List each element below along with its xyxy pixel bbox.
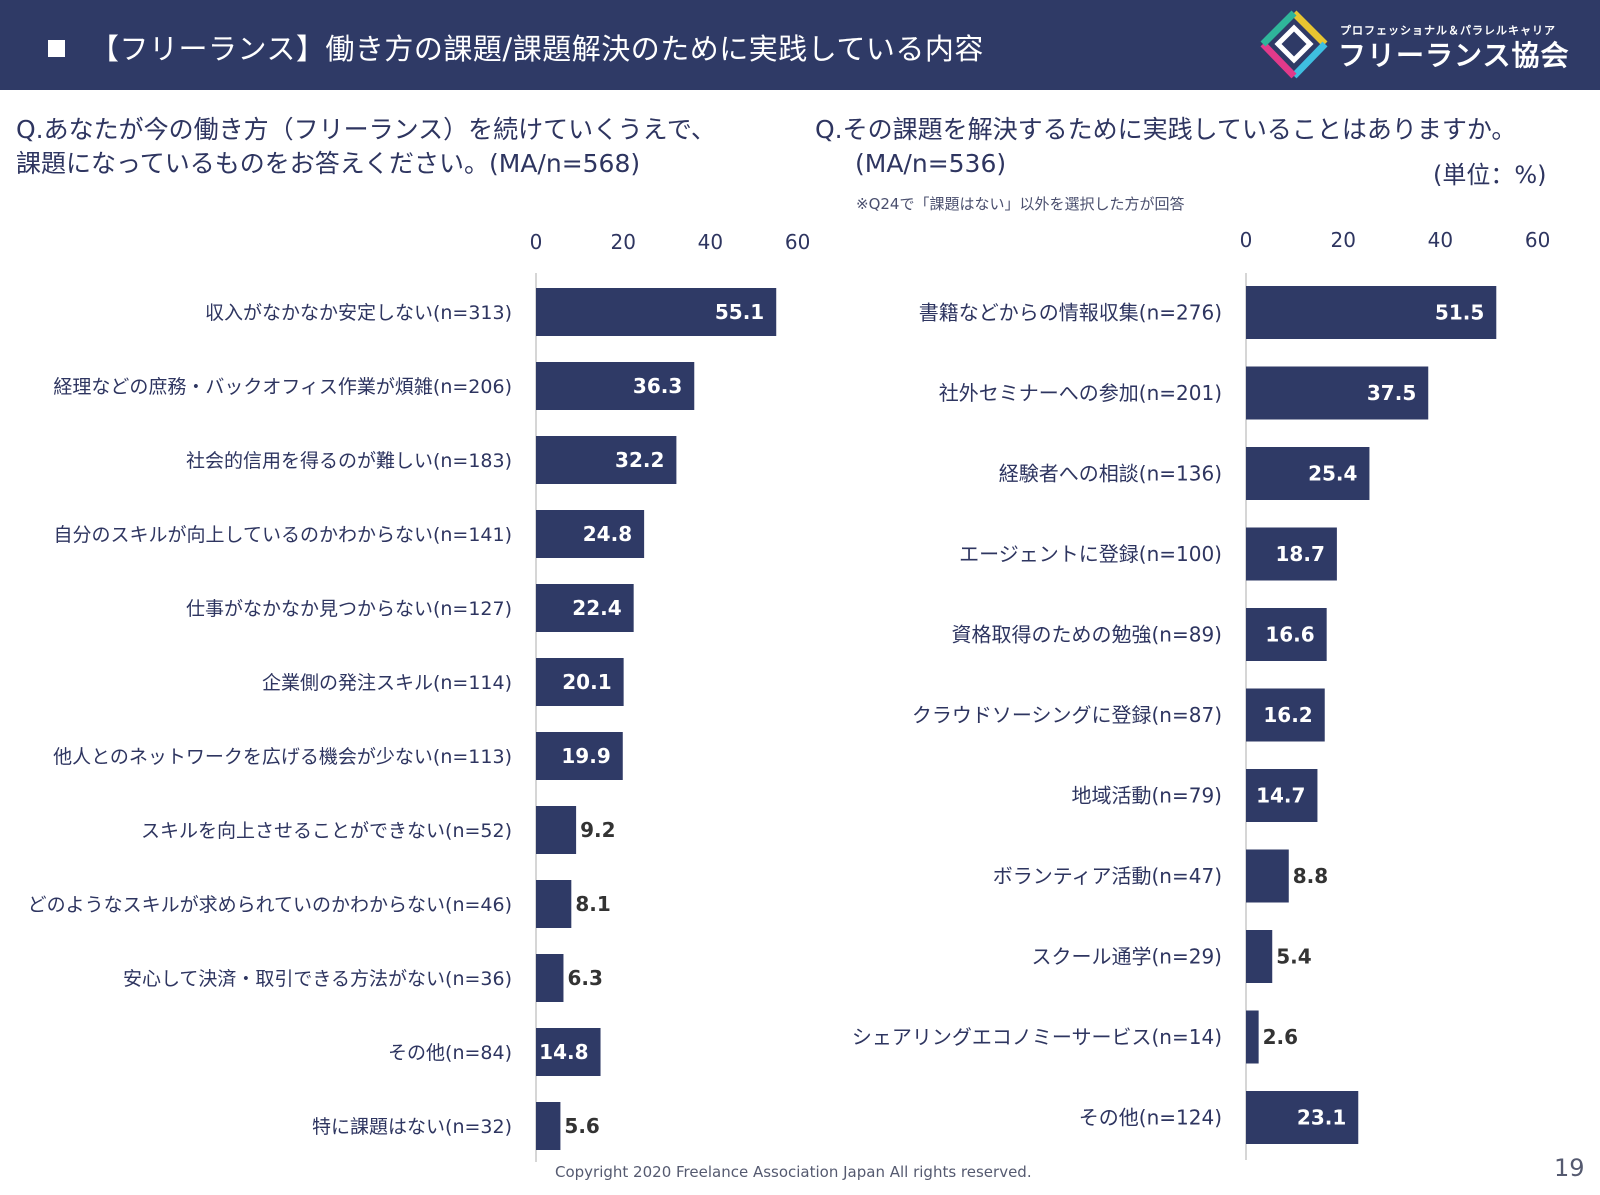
left-chart-bar — [536, 658, 624, 706]
right-question: Q.その課題を解決するために実践していることはありますか。 (MA/n=536) — [815, 113, 1516, 181]
left-chart-tick-label: 0 — [530, 230, 543, 254]
header-bar: 【フリーランス】働き方の課題/課題解決のために実践している内容 プロフェッショナ… — [0, 0, 1600, 90]
left-chart-tick-label: 20 — [610, 230, 635, 254]
left-chart-category-label: 他人とのネットワークを広げる機会が少ない(n=113) — [53, 746, 512, 768]
left-chart-tick-label: 60 — [785, 230, 810, 254]
right-chart-bar — [1246, 1010, 1259, 1064]
right-chart-tick-label: 20 — [1330, 228, 1355, 252]
left-chart-category-label: 企業側の発注スキル(n=114) — [262, 672, 512, 694]
left-chart-category-label: その他(n=84) — [388, 1042, 512, 1064]
right-chart-value-label: 8.8 — [1293, 864, 1328, 888]
left-chart-tick-label: 40 — [698, 230, 723, 254]
header-bullet-square — [48, 40, 65, 57]
right-question-line2: (MA/n=536) — [855, 149, 1007, 178]
right-chart-value-label: 14.7 — [1256, 784, 1305, 808]
right-chart-bar — [1246, 366, 1429, 420]
left-chart-value-label: 36.3 — [633, 374, 682, 398]
left-chart-bar — [536, 584, 634, 632]
left-chart-value-label: 32.2 — [615, 448, 664, 472]
left-chart-value-label: 24.8 — [583, 522, 632, 546]
right-chart-value-label: 16.2 — [1263, 703, 1312, 727]
right-chart-category-label: 資格取得のための勉強(n=89) — [952, 623, 1223, 647]
right-chart-value-label: 2.6 — [1263, 1025, 1298, 1049]
right-chart-category-label: 経験者への相談(n=136) — [999, 462, 1222, 486]
left-chart-value-label: 6.3 — [567, 966, 602, 990]
left-chart-bar — [536, 732, 623, 780]
left-chart-category-label: 経理などの庶務・バックオフィス作業が煩雑(n=206) — [53, 376, 512, 398]
right-chart-bar — [1246, 1091, 1359, 1144]
left-chart-value-label: 22.4 — [572, 596, 621, 620]
right-chart-value-label: 18.7 — [1276, 542, 1325, 566]
right-chart-tick-label: 40 — [1428, 228, 1453, 252]
left-question-line1: Q.あなたが今の働き方（フリーランス）を続けていくうえで、 — [16, 115, 716, 144]
right-chart-value-label: 23.1 — [1297, 1106, 1346, 1130]
left-chart-category-label: スキルを向上させることができない(n=52) — [141, 820, 512, 842]
right-chart-category-label: ボランティア活動(n=47) — [993, 864, 1222, 888]
left-chart-category-label: 社会的信用を得るのが難しい(n=183) — [186, 450, 512, 472]
right-chart-tick-label: 60 — [1525, 228, 1550, 252]
left-chart-value-label: 8.1 — [575, 892, 610, 916]
unit-label: (単位：%) — [1433, 161, 1547, 189]
left-chart-bar — [536, 1028, 601, 1076]
left-chart-category-label: 特に課題はない(n=32) — [312, 1116, 512, 1138]
left-chart-bar — [536, 806, 577, 854]
right-chart-category-label: シェアリングエコノミーサービス(n=14) — [852, 1025, 1222, 1049]
page-number: 19 — [1554, 1154, 1585, 1182]
logo-subtitle: プロフェッショナル＆パラレルキャリア — [1340, 24, 1556, 37]
right-chart-value-label: 16.6 — [1265, 623, 1314, 647]
right-chart-category-label: エージェントに登録(n=100) — [959, 542, 1222, 566]
page-title: 【フリーランス】働き方の課題/課題解決のために実践している内容 — [90, 32, 984, 66]
left-chart-value-label: 9.2 — [580, 818, 615, 842]
left-question-line2: 課題になっているものをお答えください。(MA/n=568) — [16, 149, 641, 178]
left-chart-value-label: 14.8 — [539, 1040, 588, 1064]
right-chart-bar — [1246, 447, 1370, 500]
left-chart-bar — [536, 880, 572, 928]
left-question: Q.あなたが今の働き方（フリーランス）を続けていくうえで、 課題になっているもの… — [16, 113, 716, 181]
right-chart-tick-label: 0 — [1240, 228, 1253, 252]
right-chart-category-label: 地域活動(n=79) — [1072, 784, 1223, 808]
left-chart-bar — [536, 288, 777, 336]
logo-wordmark: フリーランス協会 — [1338, 39, 1570, 72]
right-chart-value-label: 5.4 — [1276, 945, 1311, 969]
left-chart-category-label: 自分のスキルが向上しているのかわからない(n=141) — [54, 524, 512, 546]
left-chart-bar — [536, 362, 695, 410]
left-chart-value-label: 5.6 — [564, 1114, 599, 1138]
left-chart-bar — [536, 436, 677, 484]
left-chart-bar — [536, 510, 645, 558]
right-chart-bar — [1246, 849, 1289, 903]
right-chart-value-label: 25.4 — [1308, 462, 1357, 486]
left-chart-category-label: 仕事がなかなか見つからない(n=127) — [186, 598, 512, 620]
left-chart-category-label: 安心して決済・取引できる方法がない(n=36) — [123, 968, 512, 990]
right-chart-bar — [1246, 286, 1497, 339]
left-chart-category-label: 収入がなかなか安定しない(n=313) — [205, 302, 512, 324]
copyright-text: Copyright 2020 Freelance Association Jap… — [555, 1163, 1032, 1181]
right-chart-category-label: スクール通学(n=29) — [1032, 945, 1223, 969]
left-chart-category-label: どのようなスキルが求められていのかわからない(n=46) — [28, 894, 512, 916]
left-chart-value-label: 19.9 — [561, 744, 610, 768]
right-question-line1: Q.その課題を解決するために実践していることはありますか。 — [815, 115, 1517, 144]
right-chart-bar — [1246, 608, 1327, 661]
respondent-note: ※Q24で「課題はない」以外を選択した方が回答 — [856, 195, 1185, 213]
right-chart-bar — [1246, 930, 1273, 983]
right-chart-category-label: 書籍などからの情報収集(n=276) — [919, 301, 1222, 325]
right-chart-value-label: 51.5 — [1435, 301, 1484, 325]
left-chart-value-label: 55.1 — [715, 300, 764, 324]
right-chart-bar — [1246, 769, 1318, 822]
right-chart-category-label: その他(n=124) — [1079, 1106, 1222, 1130]
left-chart-bar — [536, 1102, 561, 1150]
freelance-association-logo-icon — [1260, 10, 1328, 79]
right-chart-category-label: クラウドソーシングに登録(n=87) — [912, 703, 1222, 727]
right-chart-bar — [1246, 688, 1325, 742]
right-chart-category-label: 社外セミナーへの参加(n=201) — [939, 381, 1222, 405]
right-chart-value-label: 37.5 — [1367, 381, 1416, 405]
right-chart-bar — [1246, 527, 1337, 581]
left-chart-value-label: 20.1 — [562, 670, 611, 694]
left-chart-bar — [536, 954, 564, 1002]
